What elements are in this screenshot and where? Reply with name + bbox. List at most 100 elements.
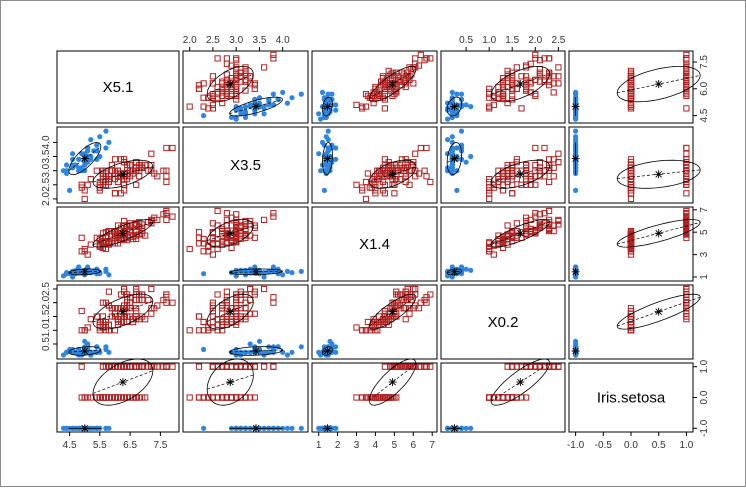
- point-other: [427, 55, 434, 62]
- point-other: [200, 318, 207, 326]
- point-other: [513, 156, 520, 163]
- point-other: [233, 55, 240, 62]
- point-other: [417, 51, 424, 58]
- point-other: [133, 159, 140, 166]
- y-tick-label: 7: [699, 207, 710, 213]
- point-other: [105, 288, 113, 295]
- point-other: [359, 103, 366, 110]
- point-other: [209, 101, 217, 109]
- point-other: [486, 85, 493, 92]
- point-other: [353, 324, 360, 331]
- point-other: [509, 96, 516, 103]
- point-other: [536, 78, 543, 85]
- point-other: [353, 181, 360, 188]
- point-other: [381, 394, 388, 401]
- point-setosa: [333, 145, 339, 151]
- centroid-marker: [516, 229, 525, 238]
- point-setosa: [280, 425, 286, 431]
- point-other: [683, 190, 690, 197]
- point-other: [81, 195, 88, 203]
- point-setosa: [247, 341, 253, 347]
- point-other: [251, 224, 258, 231]
- point-other: [627, 92, 635, 100]
- ellipse-other: [92, 219, 154, 248]
- point-other: [133, 313, 140, 320]
- point-setosa: [97, 153, 103, 160]
- point-other: [237, 305, 244, 312]
- point-setosa: [445, 100, 451, 106]
- panel-4-0: [56, 358, 180, 433]
- point-other: [376, 394, 383, 401]
- point-other: [163, 178, 170, 186]
- point-other: [186, 103, 193, 110]
- point-other: [270, 213, 277, 220]
- point-other: [133, 167, 140, 174]
- point-other: [362, 327, 370, 334]
- ellipse-other: [490, 65, 551, 103]
- point-other: [546, 156, 553, 163]
- point-other: [627, 94, 635, 101]
- point-other: [486, 187, 493, 194]
- point-other: [499, 394, 507, 401]
- point-setosa: [468, 267, 474, 273]
- point-setosa: [247, 349, 253, 355]
- point-other: [99, 363, 107, 370]
- point-other: [163, 299, 170, 306]
- point-other: [387, 363, 394, 370]
- point-setosa: [238, 111, 244, 117]
- point-setosa: [449, 134, 455, 140]
- point-other: [148, 310, 155, 317]
- point-other: [169, 299, 176, 306]
- point-setosa: [201, 113, 207, 119]
- point-setosa: [321, 142, 327, 148]
- point-setosa: [103, 266, 109, 272]
- point-other: [378, 318, 385, 326]
- ellipse-other: [616, 219, 701, 248]
- point-other: [400, 363, 407, 370]
- trend-line-other: [490, 362, 550, 402]
- point-other: [219, 100, 226, 107]
- x-tick-label: 4: [373, 440, 379, 451]
- point-other: [402, 78, 409, 85]
- point-other: [242, 78, 249, 85]
- point-setosa: [238, 349, 244, 355]
- point-other: [270, 294, 277, 301]
- ellipse-setosa: [229, 268, 283, 276]
- point-other: [379, 394, 387, 401]
- point-setosa: [325, 128, 331, 134]
- y-tick-label: 2.5: [41, 177, 52, 191]
- point-other: [362, 195, 370, 203]
- centroid-marker: [118, 307, 127, 316]
- point-setosa: [103, 425, 109, 431]
- panel-border: [568, 126, 694, 204]
- centroid-marker: [571, 102, 580, 111]
- point-other: [393, 305, 400, 312]
- x-tick-label: 5: [392, 440, 398, 451]
- point-other: [532, 213, 539, 220]
- point-other: [683, 181, 690, 188]
- point-setosa: [333, 425, 339, 431]
- centroid-marker: [80, 346, 89, 355]
- point-setosa: [261, 274, 267, 280]
- x-tick-label: 2.0: [183, 35, 197, 46]
- point-other: [111, 190, 119, 197]
- point-other: [509, 69, 516, 76]
- point-setosa: [289, 349, 295, 355]
- point-setosa: [284, 425, 290, 431]
- point-other: [148, 167, 155, 174]
- point-other: [410, 64, 417, 71]
- point-other: [546, 82, 553, 89]
- y-tick-label: 2.0: [41, 192, 52, 206]
- point-other: [404, 285, 411, 293]
- ellipse-other: [206, 65, 254, 103]
- point-other: [536, 57, 543, 64]
- point-other: [108, 228, 116, 235]
- point-other: [504, 394, 511, 401]
- point-other: [359, 394, 366, 401]
- point-setosa: [454, 145, 460, 151]
- point-other: [195, 394, 203, 401]
- point-setosa: [463, 102, 469, 108]
- point-other: [412, 363, 419, 370]
- point-other: [209, 73, 217, 80]
- point-other: [683, 69, 690, 76]
